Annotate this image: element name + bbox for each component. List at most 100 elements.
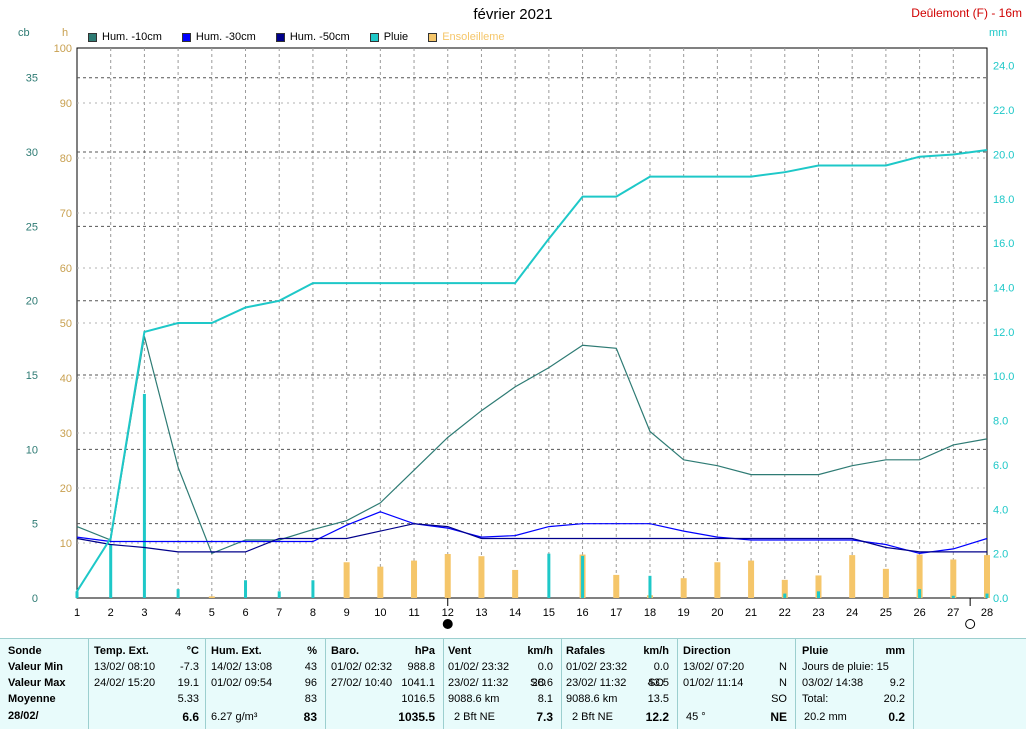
tick-label-x: 9	[344, 607, 350, 619]
axis-unit-mm: mm	[989, 27, 1008, 39]
rain-bar	[142, 393, 146, 598]
rafales-beaufort: 2 Bft NE	[572, 711, 613, 723]
sunshine-bar	[714, 562, 721, 598]
sunshine-bar	[680, 578, 687, 598]
tick-label-x: 20	[711, 607, 723, 619]
direction-current: NE	[770, 710, 787, 724]
hum-min-date: 14/02/ 13:08	[211, 661, 273, 673]
temp-min-value: -7.3	[180, 661, 199, 673]
rain-bar	[109, 544, 113, 598]
temp-header: Temp. Ext.	[94, 645, 149, 657]
baro-header: Baro.	[331, 645, 360, 657]
rafales-max-value: 43.5	[647, 677, 669, 689]
legend-swatch	[181, 32, 191, 42]
pluie-current: 0.2	[888, 710, 905, 724]
tick-label-cb: 20	[26, 296, 38, 308]
sunshine-bar	[208, 596, 215, 598]
temp-min-date: 13/02/ 08:10	[94, 661, 156, 673]
hum-unit: %	[307, 645, 317, 657]
direction-min-value: N	[779, 661, 787, 673]
tick-label-x: 17	[610, 607, 622, 619]
sunshine-bar	[815, 575, 822, 598]
legend-label: Hum. -50cm	[289, 31, 350, 43]
tick-label-mm: 6.0	[993, 460, 1008, 472]
hum-absolute: 6.27 g/m³	[211, 711, 258, 723]
temp-column: Temp. Ext. °C 13/02/ 08:10 -7.3 24/02/ 1…	[89, 639, 206, 729]
summary-table: Sonde Valeur Min Valeur Max Moyenne 28/0…	[0, 638, 1026, 729]
tick-label-h: 10	[60, 538, 72, 550]
sunshine-bar	[512, 569, 519, 598]
tick-label-x: 6	[242, 607, 248, 619]
tick-label-cb: 0	[32, 593, 38, 605]
series-line-hum-30cm	[76, 511, 988, 555]
vent-max-date: 23/02/ 11:32	[448, 677, 509, 689]
hum-max-date: 01/02/ 09:54	[211, 677, 273, 689]
tick-label-mm: 20.0	[993, 149, 1014, 161]
tick-label-x: 2	[108, 607, 114, 619]
sunshine-bar	[748, 560, 755, 598]
tick-label-h: 60	[60, 263, 72, 275]
hum-average: 83	[304, 693, 317, 705]
axis-unit-h: h	[62, 27, 69, 39]
sunshine-bar	[882, 568, 889, 598]
series-line-hum-50cm	[76, 523, 987, 553]
row-label-min: Valeur Min	[8, 661, 64, 673]
legend-item-pluie: Pluie	[369, 31, 409, 43]
tick-label-mm: 8.0	[993, 416, 1008, 428]
direction-max-date: 01/02/ 11:14	[683, 677, 744, 689]
hum-max-value: 96	[304, 677, 317, 689]
rain-bar	[277, 591, 281, 598]
rafales-distance: 9088.6 km	[566, 693, 618, 705]
legend-swatch	[369, 32, 379, 42]
tick-label-mm: 22.0	[993, 105, 1014, 117]
legend-label: Ensoleilleme	[442, 31, 505, 43]
tick-label-x: 13	[475, 607, 487, 619]
hum-column: Hum. Ext. % 14/02/ 13:08 43 01/02/ 09:54…	[206, 639, 326, 729]
tick-label-h: 90	[60, 98, 72, 110]
legend: Hum. -10cm Hum. -30cm Hum. -50cm Pluie E…	[88, 31, 525, 43]
rain-bar	[176, 589, 180, 598]
tick-label-x: 8	[310, 607, 316, 619]
tick-label-x: 11	[408, 607, 419, 619]
station-name: Deûlemont (F) - 16m	[911, 6, 1022, 20]
series-line-hum-10cm	[76, 336, 988, 555]
legend-swatch	[88, 32, 97, 42]
row-label-current: 28/02/	[8, 710, 39, 722]
tick-label-h: 80	[60, 153, 72, 165]
chart-title: février 2021	[473, 6, 553, 23]
rain-bar	[75, 591, 79, 598]
row-labels-column: Sonde Valeur Min Valeur Max Moyenne 28/0…	[0, 639, 89, 729]
legend-item-hum-50: Hum. -50cm	[275, 31, 350, 43]
rain-bar	[783, 593, 787, 598]
legend-label: Hum. -30cm	[195, 31, 256, 43]
tick-label-cb: 25	[26, 221, 38, 233]
pluie-rain-days: Jours de pluie: 15	[802, 661, 889, 673]
pluie-total-label: Total:	[802, 693, 829, 705]
baro-min-date: 01/02/ 02:32	[331, 661, 393, 673]
sunshine-bar	[950, 559, 957, 598]
legend-label: Pluie	[383, 31, 409, 43]
tick-label-mm: 10.0	[993, 371, 1014, 383]
tick-label-x: 4	[175, 607, 181, 619]
pluie-column: Pluie mm Jours de pluie: 15 03/02/ 14:38…	[796, 639, 914, 729]
vent-distance: 9088.6 km	[448, 693, 500, 705]
sunshine-bar	[377, 566, 384, 598]
tick-label-x: 22	[779, 607, 791, 619]
pluie-unit: mm	[885, 645, 905, 657]
sunshine-bar	[849, 555, 856, 598]
sunshine-bar	[411, 560, 418, 598]
tick-label-mm: 16.0	[993, 238, 1014, 250]
row-label-sonde: Sonde	[8, 645, 42, 657]
rain-bar	[918, 589, 922, 598]
rafales-max-direction: SO	[648, 677, 664, 689]
tick-label-x: 12	[442, 607, 454, 619]
tick-label-x: 3	[141, 607, 147, 619]
tick-label-h: 70	[60, 208, 72, 220]
baro-average: 1016.5	[401, 693, 435, 705]
pluie-max-value: 9.2	[889, 677, 905, 689]
direction-min-date: 13/02/ 07:20	[683, 661, 745, 673]
pluie-max-date: 03/02/ 14:38	[802, 677, 864, 689]
direction-degrees: 45 °	[686, 711, 706, 723]
rain-bar	[244, 580, 248, 598]
sunshine-bar	[478, 556, 485, 598]
